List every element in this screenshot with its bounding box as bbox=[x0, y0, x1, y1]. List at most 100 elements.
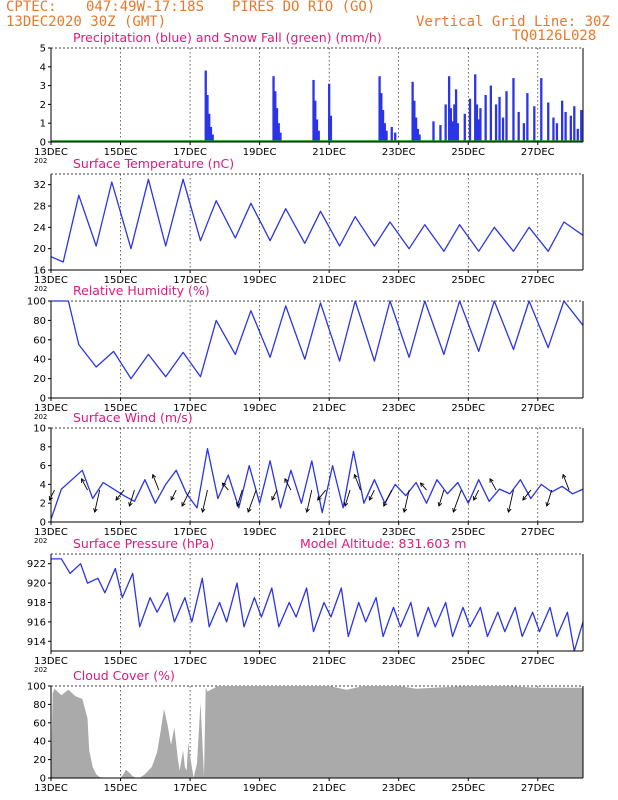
precip-bar bbox=[411, 81, 414, 142]
precip-bar bbox=[517, 111, 520, 142]
x-tick-label: 21DEC bbox=[312, 147, 346, 158]
panel-1 bbox=[48, 173, 584, 273]
y-tick-label: 2 bbox=[40, 499, 46, 510]
wind-arrow bbox=[271, 489, 278, 501]
x-tick-label: 27DEC bbox=[521, 783, 555, 794]
header-run: 13DEC2020 30Z (GMT) bbox=[6, 14, 167, 30]
precip-bar bbox=[204, 70, 207, 142]
y-tick-label: 3 bbox=[40, 81, 46, 92]
panel-title: Surface Temperature (nC) bbox=[73, 156, 234, 171]
wind-arrow-head bbox=[562, 473, 567, 479]
x-tick-label: 17DEC bbox=[173, 656, 207, 667]
wind-arrow-head bbox=[402, 508, 408, 513]
wind-arrow bbox=[403, 489, 410, 513]
precip-bar bbox=[414, 117, 418, 142]
y-tick-label: 100 bbox=[27, 297, 46, 308]
wind-arrow-head bbox=[368, 496, 373, 501]
header-code: TQ0126L028 bbox=[512, 28, 597, 44]
y-tick-label: 20 bbox=[33, 244, 46, 255]
precip-bar bbox=[512, 78, 515, 142]
precip-bar bbox=[416, 128, 419, 142]
y-tick-label: 16 bbox=[33, 266, 46, 277]
precip-bar bbox=[576, 128, 579, 142]
x-tick-label: 27DEC bbox=[521, 147, 555, 158]
precip-bar bbox=[564, 111, 567, 142]
precip-bar bbox=[454, 89, 458, 142]
wind-arrow-head bbox=[343, 502, 349, 507]
wind-arrow bbox=[49, 489, 55, 501]
wind-arrow-head bbox=[545, 502, 550, 507]
wind-arrow-head bbox=[181, 502, 186, 507]
year-label: 202 bbox=[34, 413, 47, 421]
x-tick-label: 27DEC bbox=[521, 275, 555, 286]
wind-arrow-head bbox=[170, 496, 175, 501]
y-tick-label: 1 bbox=[40, 119, 46, 130]
wind-arrow bbox=[489, 478, 497, 491]
wind-arrow-head bbox=[383, 502, 388, 507]
precip-bar bbox=[522, 123, 526, 142]
wind-arrow-head bbox=[437, 502, 443, 507]
precip-bar bbox=[489, 85, 493, 142]
series-line bbox=[50, 178, 584, 263]
y-tick-label: 918 bbox=[27, 598, 46, 609]
precip-bar bbox=[451, 121, 454, 142]
x-tick-label: 19DEC bbox=[243, 147, 277, 158]
precip-bar bbox=[390, 126, 393, 142]
x-tick-label: 21DEC bbox=[312, 656, 346, 667]
x-tick-label: 13DEC bbox=[34, 275, 68, 286]
year-label: 202 bbox=[34, 537, 47, 545]
wind-arrow bbox=[236, 489, 243, 507]
precip-bar bbox=[540, 78, 543, 142]
y-tick-label: 40 bbox=[33, 737, 46, 748]
y-tick-label: 4 bbox=[40, 62, 46, 73]
x-tick-label: 19DEC bbox=[243, 656, 277, 667]
precip-bar bbox=[456, 123, 459, 142]
x-tick-label: 17DEC bbox=[173, 147, 207, 158]
y-tick-label: 24 bbox=[33, 223, 46, 234]
panel-5 bbox=[48, 685, 584, 781]
precip-bar bbox=[394, 132, 397, 142]
wind-arrow bbox=[354, 474, 361, 491]
precip-bar bbox=[474, 74, 477, 142]
x-tick-label: 15DEC bbox=[104, 527, 138, 538]
precip-bar bbox=[275, 108, 279, 142]
y-tick-label: 6 bbox=[40, 461, 46, 472]
wind-arrow bbox=[94, 489, 101, 513]
panel-title: Surface Wind (m/s) bbox=[73, 410, 193, 425]
wind-arrow bbox=[452, 489, 462, 513]
precip-bar bbox=[555, 123, 559, 142]
wind-arrow bbox=[202, 489, 208, 513]
cloud-area bbox=[51, 686, 583, 778]
wind-arrow-head bbox=[353, 473, 358, 479]
x-tick-label: 15DEC bbox=[104, 275, 138, 286]
wind-arrow bbox=[562, 474, 570, 491]
x-tick-label: 25DEC bbox=[451, 275, 485, 286]
precip-bar bbox=[475, 104, 479, 142]
panel-3 bbox=[48, 427, 584, 525]
wind-arrow-head bbox=[115, 496, 120, 501]
precip-bar bbox=[378, 76, 381, 142]
y-tick-label: 922 bbox=[27, 559, 46, 570]
precip-bar bbox=[453, 104, 456, 142]
y-tick-label: 5 bbox=[40, 44, 46, 55]
x-tick-label: 15DEC bbox=[104, 656, 138, 667]
x-tick-label: 19DEC bbox=[243, 783, 277, 794]
x-tick-label: 25DEC bbox=[451, 147, 485, 158]
y-tick-label: 40 bbox=[33, 355, 46, 366]
x-tick-label: 23DEC bbox=[382, 783, 416, 794]
y-tick-label: 8 bbox=[40, 442, 46, 453]
y-tick-label: 20 bbox=[33, 755, 46, 766]
precip-bar bbox=[206, 95, 209, 142]
x-tick-label: 19DEC bbox=[243, 275, 277, 286]
header-coords: 047:49W-17:18S bbox=[86, 0, 205, 15]
wind-arrow-head bbox=[221, 482, 227, 488]
wind-arrow-head bbox=[48, 496, 54, 501]
y-tick-label: 80 bbox=[33, 700, 46, 711]
wind-arrow bbox=[546, 489, 553, 507]
precip-bar bbox=[569, 115, 572, 142]
panel-title: Relative Humidity (%) bbox=[73, 283, 210, 298]
wind-arrow bbox=[420, 482, 427, 491]
wind-arrow-head bbox=[473, 496, 478, 501]
wind-arrow bbox=[306, 489, 313, 513]
x-tick-label: 21DEC bbox=[312, 403, 346, 414]
